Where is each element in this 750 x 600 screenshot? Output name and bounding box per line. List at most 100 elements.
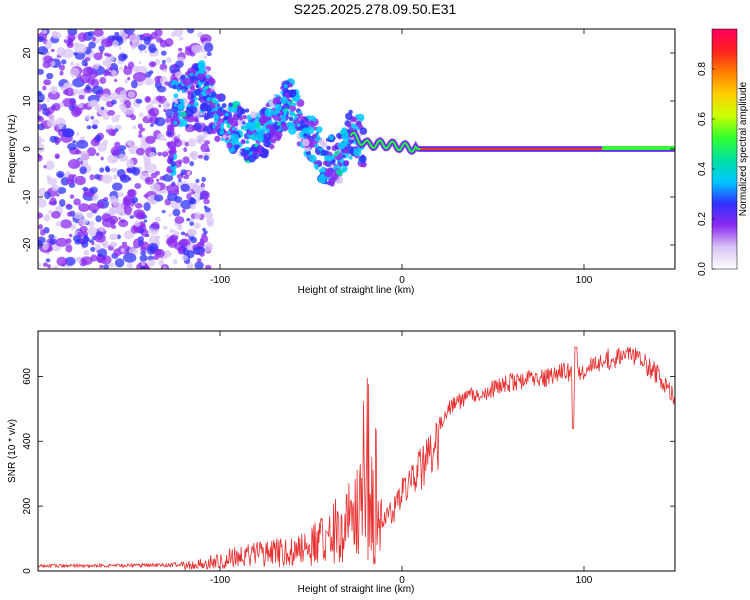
spectrogram-cell (324, 168, 334, 178)
spectrogram-cell (174, 100, 179, 105)
x-tick-label: 100 (576, 575, 593, 586)
spectrogram-cell (47, 177, 58, 186)
spectrogram-cell (166, 183, 180, 194)
spectrogram-cell (83, 249, 90, 256)
spectrogram-cell (107, 109, 116, 116)
spectrogram-cell (186, 170, 191, 176)
spectrogram-cell (176, 134, 181, 138)
spectrogram-cell (193, 122, 202, 131)
spectrogram-cell (138, 130, 142, 135)
spectrogram-cell (130, 80, 138, 89)
spectrogram-cell (86, 125, 92, 130)
spectrogram-cell (315, 126, 323, 134)
spectrogram-cell (198, 135, 205, 142)
spectrogram-cell (226, 142, 233, 149)
spectrogram-cell (112, 39, 119, 48)
colorbar-label: Normalized spectral amplitude (738, 81, 749, 216)
spectrogram-cell (187, 67, 197, 77)
spectrogram-cell (114, 128, 119, 133)
spectrogram-cell (258, 138, 263, 143)
spectrogram-cell (198, 97, 202, 101)
spectrogram-cell (40, 229, 46, 236)
snr-panel: -100 0 100 0 200 400 600 Height of straight l… (7, 330, 676, 595)
spectrogram-cell (102, 59, 112, 67)
spectrogram-cell (118, 153, 126, 160)
spectrogram-cell (132, 65, 140, 73)
spectrogram-cell (75, 132, 80, 136)
spectrogram-cell (78, 218, 89, 226)
spectrogram-cell (245, 140, 250, 144)
spectrogram-cell (134, 220, 141, 227)
spectrogram-cell (52, 102, 61, 112)
spectrogram-cell (100, 156, 104, 161)
spectrogram-cell (210, 91, 217, 98)
y-tick-label: 20 (22, 47, 33, 59)
spectrogram-cell (165, 108, 173, 118)
spectrogram-cell (68, 233, 73, 238)
spectrogram-cell (139, 127, 146, 132)
spectrogram-cell (349, 127, 353, 131)
spectrogram-cell (38, 68, 44, 75)
spectrogram-cell (127, 91, 135, 99)
spectrogram-cell (78, 94, 85, 100)
spectrogram-cell (144, 77, 155, 86)
spectrogram-cell (213, 119, 219, 124)
snr-x-axis-label: Height of straight line (km) (298, 584, 415, 595)
spectrogram-cell (101, 213, 112, 222)
snr-frame (37, 330, 676, 572)
spectrogram-cell (168, 213, 172, 217)
spectrogram-cell (63, 82, 70, 89)
spectrogram-cell (255, 122, 262, 128)
spectrogram-cell (139, 112, 144, 117)
spectrogram-cell (69, 99, 77, 105)
spectrogram-cell (151, 221, 160, 230)
spectrogram-cell (262, 148, 269, 155)
spectrogram-cell (230, 133, 240, 143)
spectrogram-cell (194, 88, 201, 96)
spectrogram-cell (114, 258, 125, 268)
spectrogram-cell (161, 151, 169, 158)
spectrogram-cell (157, 151, 163, 157)
spectrogram-cell (359, 127, 368, 135)
spectrogram-cell (148, 61, 157, 68)
spectrogram-cell (228, 107, 235, 113)
spectrogram-cell (94, 104, 101, 112)
spectrogram-cell (249, 111, 258, 119)
spectrogram-cell (123, 253, 137, 263)
spectrogram-cell (42, 85, 47, 91)
spectrogram-cell (99, 167, 105, 173)
x-tick-label: 0 (399, 575, 405, 586)
spectrogram-cell (56, 256, 68, 267)
spectrogram-cell (64, 87, 75, 97)
spectrogram-cell (79, 166, 87, 175)
spectrogram-cell (159, 63, 168, 71)
spectrogram-cell (88, 41, 96, 49)
spectrogram-cell (58, 64, 65, 71)
spectrogram-cell (91, 119, 100, 126)
spectrogram-cell (318, 138, 326, 145)
spectrogram-cell (90, 246, 96, 252)
spectrogram-cell (121, 241, 128, 246)
spectrogram-cell (150, 183, 161, 192)
spectrogram-cell (95, 215, 102, 223)
spectrogram-cell (134, 183, 142, 190)
spectrogram-cell (143, 219, 148, 223)
spectrogram-cell (215, 115, 219, 120)
spectrogram-cell (137, 44, 147, 51)
spectrogram-cell (346, 122, 352, 128)
spectrogram-cell (65, 244, 73, 253)
spectrogram-cell (175, 83, 183, 91)
spectrogram-cell (148, 43, 157, 54)
spectrogram-cell (193, 222, 201, 230)
spectrogram-cell (186, 29, 195, 34)
spectrogram-cell (170, 161, 176, 167)
spectrogram-cell (120, 219, 126, 224)
colorbar-tick-label: 0.0 (697, 262, 708, 276)
spectrogram-cell (355, 114, 359, 118)
spectrogram-cell (334, 145, 338, 150)
spectrogram-cell (169, 228, 175, 233)
spectrogram-cell (206, 51, 212, 57)
spectrogram-cell (289, 105, 297, 112)
spectrogram-cell (315, 150, 321, 155)
spectrogram-cell (162, 59, 166, 65)
